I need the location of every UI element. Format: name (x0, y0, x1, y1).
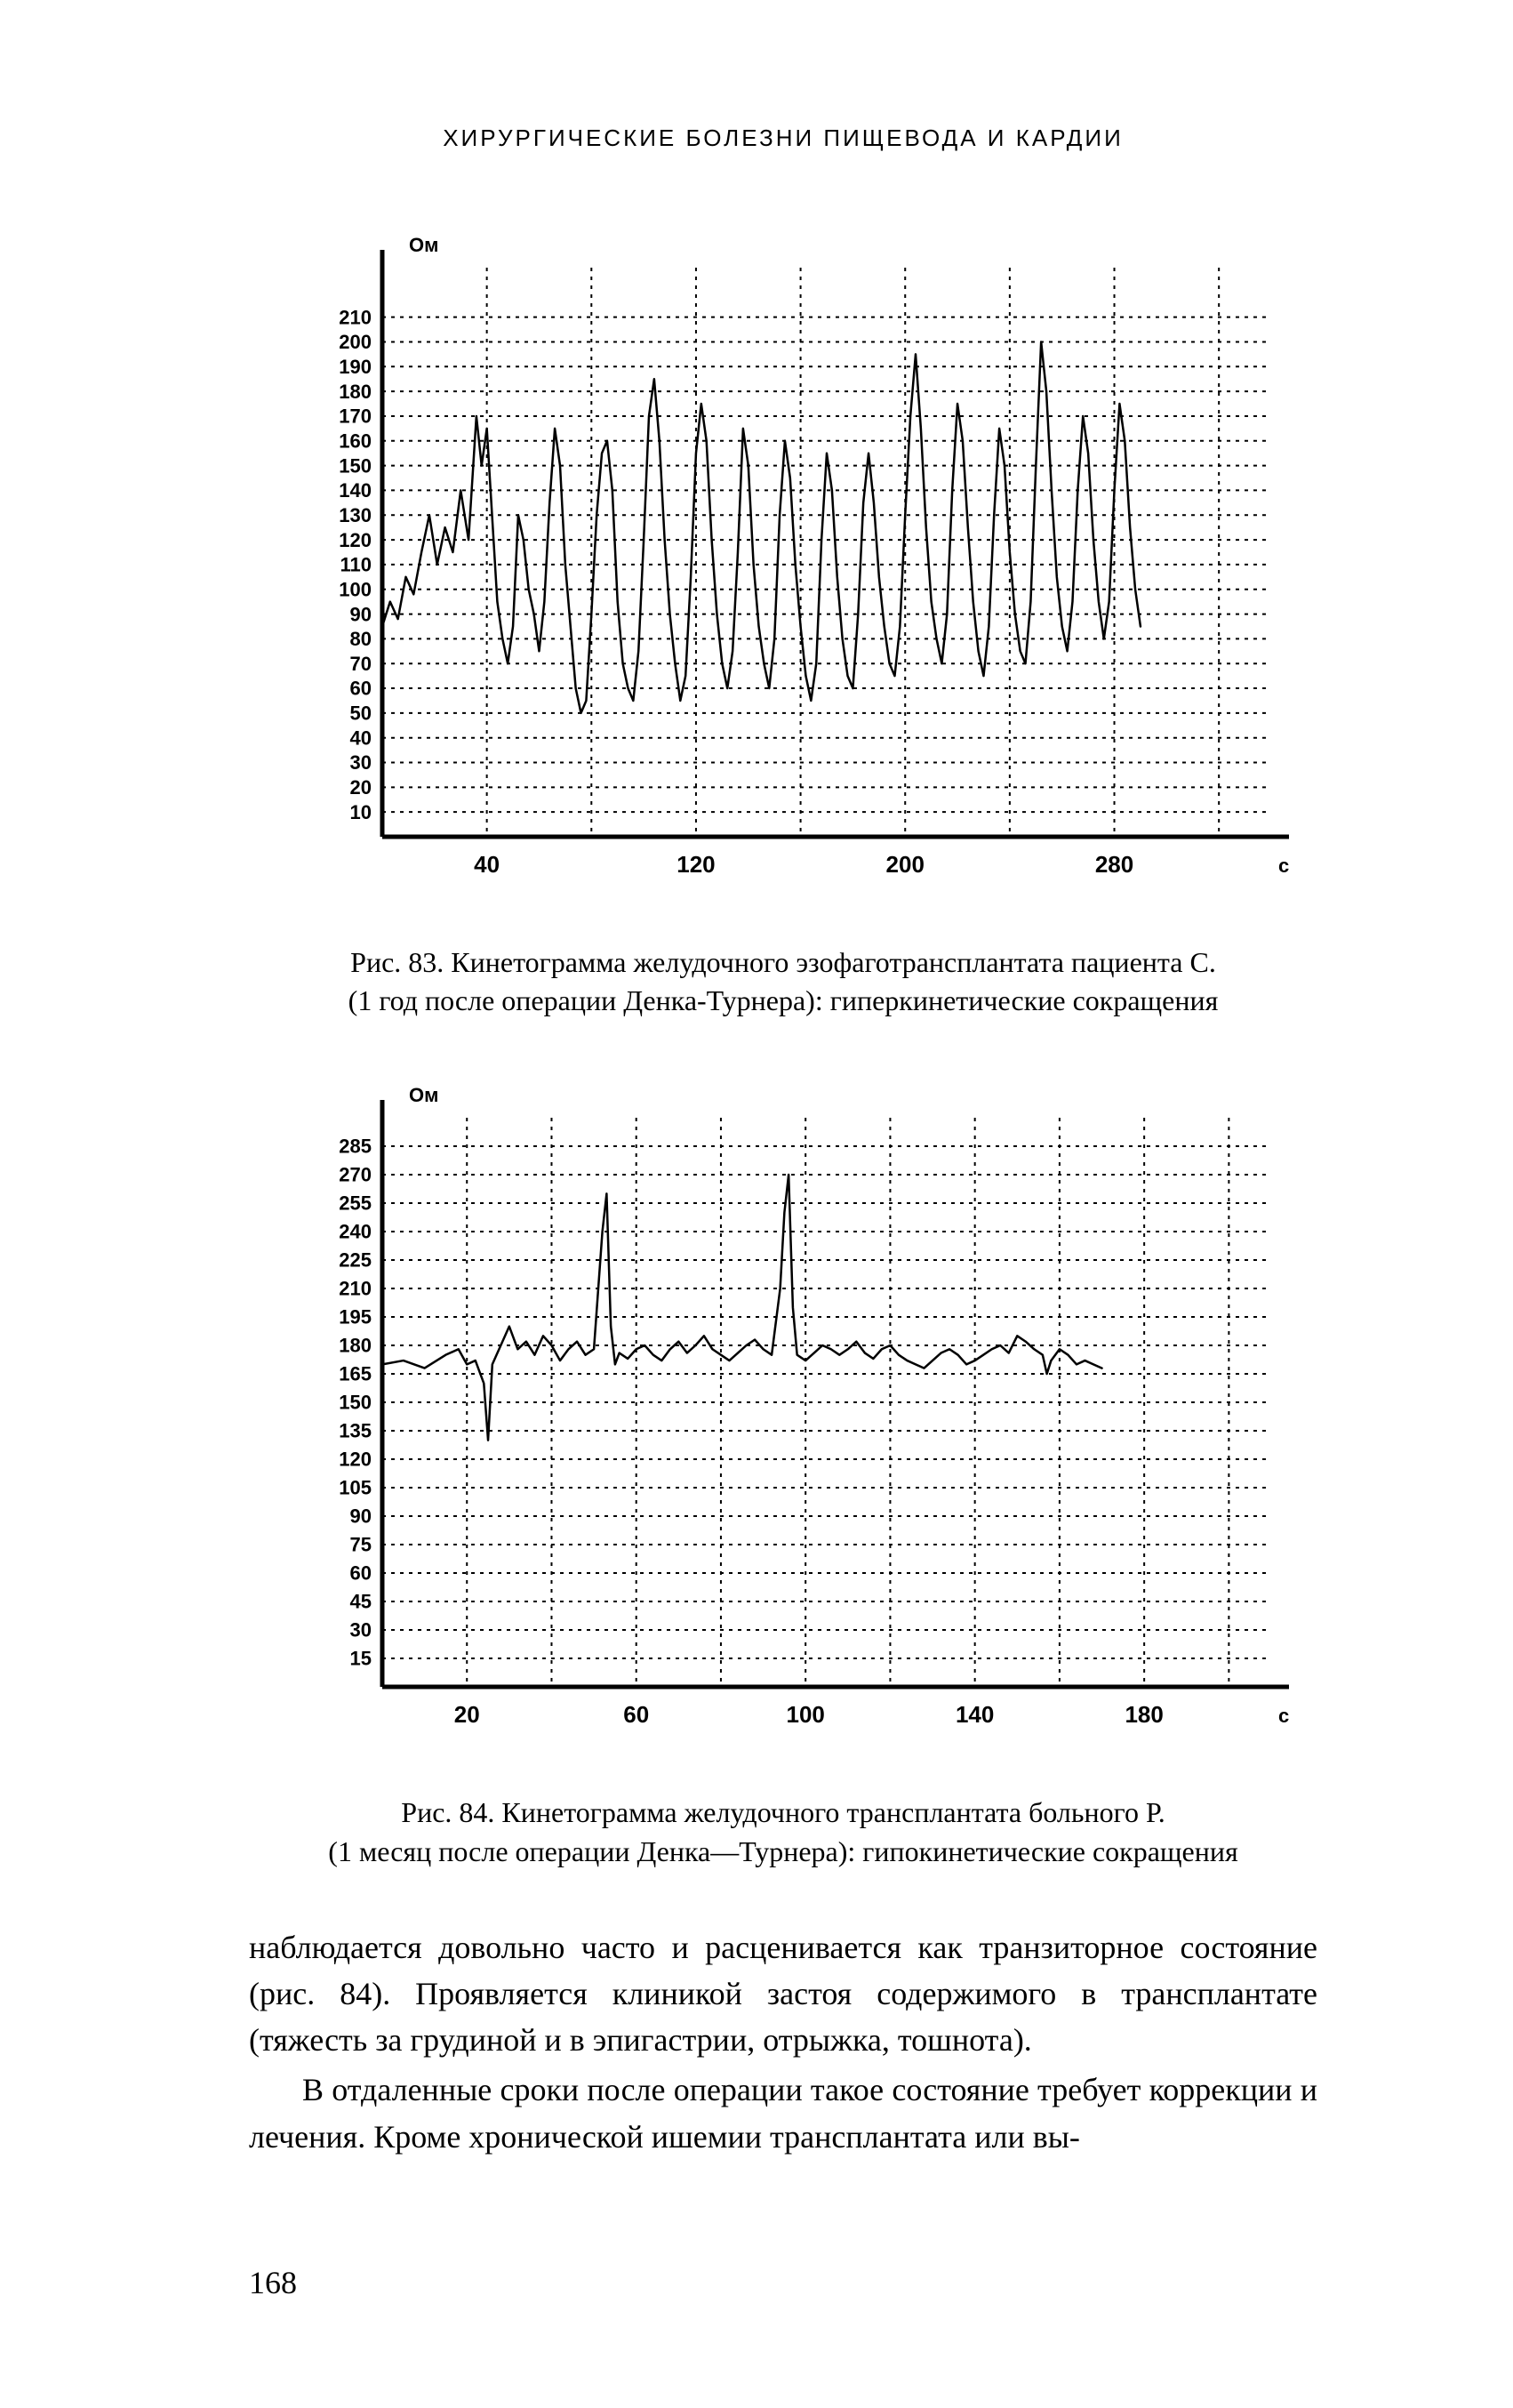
svg-text:80: 80 (350, 628, 372, 650)
chart-84-svg: Ом с 15 30 45 60 75 90 105 120 135 150 165 180 195 210 2… (249, 1073, 1316, 1767)
svg-text:280: 280 (1095, 851, 1133, 878)
svg-text:180: 180 (339, 1335, 372, 1357)
svg-text:100: 100 (786, 1701, 824, 1728)
svg-text:225: 225 (339, 1249, 372, 1272)
svg-text:110: 110 (340, 554, 372, 576)
svg-text:100: 100 (339, 578, 372, 600)
svg-text:90: 90 (350, 1505, 372, 1528)
chart-83-svg: Омс1020304050607080901001101201301401501… (249, 223, 1316, 917)
body-text: наблюдается довольно часто и расценивает… (249, 1924, 1317, 2160)
svg-text:160: 160 (339, 429, 372, 452)
svg-text:120: 120 (676, 851, 715, 878)
svg-text:150: 150 (339, 1392, 372, 1414)
running-head: ХИРУРГИЧЕСКИЕ БОЛЕЗНИ ПИЩЕВОДА И КАРДИИ (249, 124, 1317, 152)
svg-text:240: 240 (339, 1221, 372, 1243)
svg-text:70: 70 (350, 653, 372, 675)
svg-text:90: 90 (350, 603, 372, 625)
caption-84-line1: Рис. 84. Кинетограмма желудочного трансп… (401, 1796, 1165, 1828)
svg-text:40: 40 (350, 726, 372, 749)
svg-text:140: 140 (339, 479, 372, 502)
svg-text:210: 210 (339, 306, 372, 328)
svg-text:170: 170 (339, 405, 372, 428)
caption-84-line2: (1 месяц после операции Денка—Турнера): … (328, 1835, 1237, 1867)
svg-text:30: 30 (350, 1619, 372, 1641)
svg-text:195: 195 (339, 1306, 372, 1328)
svg-text:120: 120 (339, 529, 372, 551)
svg-text:Ом: Ом (409, 1084, 438, 1106)
page-number: 168 (249, 2264, 297, 2301)
chart-84: Ом с 15 30 45 60 75 90 105 120 135 150 165 180 195 210 2… (249, 1073, 1317, 1767)
svg-text:150: 150 (339, 454, 372, 477)
svg-text:105: 105 (339, 1477, 372, 1499)
svg-text:75: 75 (350, 1534, 372, 1556)
body-p1: наблюдается довольно часто и расценивает… (249, 1924, 1317, 2064)
svg-text:20: 20 (350, 776, 372, 799)
caption-83: Рис. 83. Кинетограмма желудочного эзофаг… (249, 943, 1317, 1020)
svg-text:270: 270 (339, 1164, 372, 1186)
caption-83-line2: (1 год после операции Денка-Турнера): ги… (348, 984, 1219, 1016)
svg-text:45: 45 (350, 1591, 372, 1613)
svg-text:255: 255 (339, 1192, 372, 1215)
caption-84: Рис. 84. Кинетограмма желудочного трансп… (249, 1794, 1317, 1870)
svg-text:200: 200 (339, 331, 372, 353)
svg-text:50: 50 (350, 702, 372, 725)
svg-text:с: с (1278, 855, 1289, 877)
svg-text:60: 60 (623, 1701, 649, 1728)
svg-text:135: 135 (339, 1420, 372, 1442)
svg-text:60: 60 (350, 1562, 372, 1585)
svg-text:20: 20 (454, 1701, 480, 1728)
svg-text:с: с (1278, 1705, 1289, 1727)
body-p2: В отдаленные сроки после операции такое … (249, 2067, 1317, 2159)
svg-text:210: 210 (339, 1278, 372, 1300)
svg-text:190: 190 (339, 356, 372, 378)
svg-text:Ом: Ом (409, 234, 438, 256)
svg-text:180: 180 (1125, 1701, 1163, 1728)
svg-text:130: 130 (339, 504, 372, 526)
svg-text:30: 30 (350, 751, 372, 774)
svg-text:200: 200 (886, 851, 925, 878)
svg-text:60: 60 (350, 678, 372, 700)
svg-text:15: 15 (350, 1648, 372, 1670)
svg-text:285: 285 (339, 1136, 372, 1158)
svg-text:165: 165 (339, 1363, 372, 1385)
svg-text:120: 120 (339, 1449, 372, 1471)
svg-text:40: 40 (474, 851, 500, 878)
svg-text:180: 180 (339, 381, 372, 403)
svg-text:10: 10 (350, 801, 372, 823)
page: ХИРУРГИЧЕСКИЕ БОЛЕЗНИ ПИЩЕВОДА И КАРДИИ … (0, 0, 1513, 2408)
chart-83: Омс1020304050607080901001101201301401501… (249, 223, 1317, 917)
svg-text:140: 140 (956, 1701, 994, 1728)
caption-83-line1: Рис. 83. Кинетограмма желудочного эзофаг… (350, 946, 1216, 978)
